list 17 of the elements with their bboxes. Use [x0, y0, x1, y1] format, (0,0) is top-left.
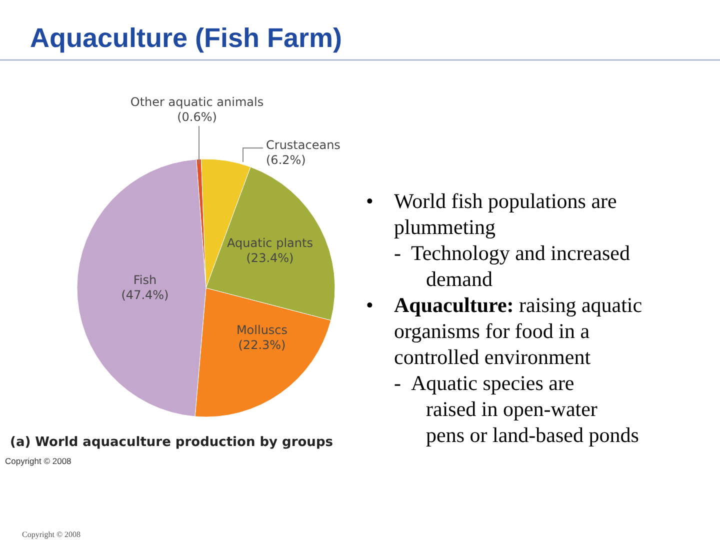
- text: Copyright © 2008: [22, 530, 81, 539]
- slice-label: Other aquatic animals: [130, 95, 264, 109]
- text: • Aquaculture: raising aquatic organisms for food in a controlled environment: [366, 293, 642, 369]
- data-label: (6.2%): [266, 153, 306, 167]
- chart-title: Aquaculture (Fish Farm): [30, 23, 342, 53]
- data-label: (23.4%): [246, 251, 294, 265]
- slice-label: Fish: [133, 273, 157, 287]
- slice-label: Molluscs: [236, 323, 288, 337]
- text: - Aquatic species are raised in open-water pens or land-based ponds: [394, 371, 639, 447]
- slice-label: Crustaceans: [266, 138, 340, 152]
- data-label: (47.4%): [121, 288, 169, 302]
- text: • World fish populations are plummeting: [366, 189, 617, 239]
- text: (a) World aquaculture production by groups: [10, 435, 334, 450]
- data-label: (22.3%): [238, 338, 286, 352]
- data-label: (0.6%): [177, 110, 217, 124]
- slice-label: Aquatic plants: [227, 236, 313, 250]
- text: Copyright © 2008: [5, 456, 72, 466]
